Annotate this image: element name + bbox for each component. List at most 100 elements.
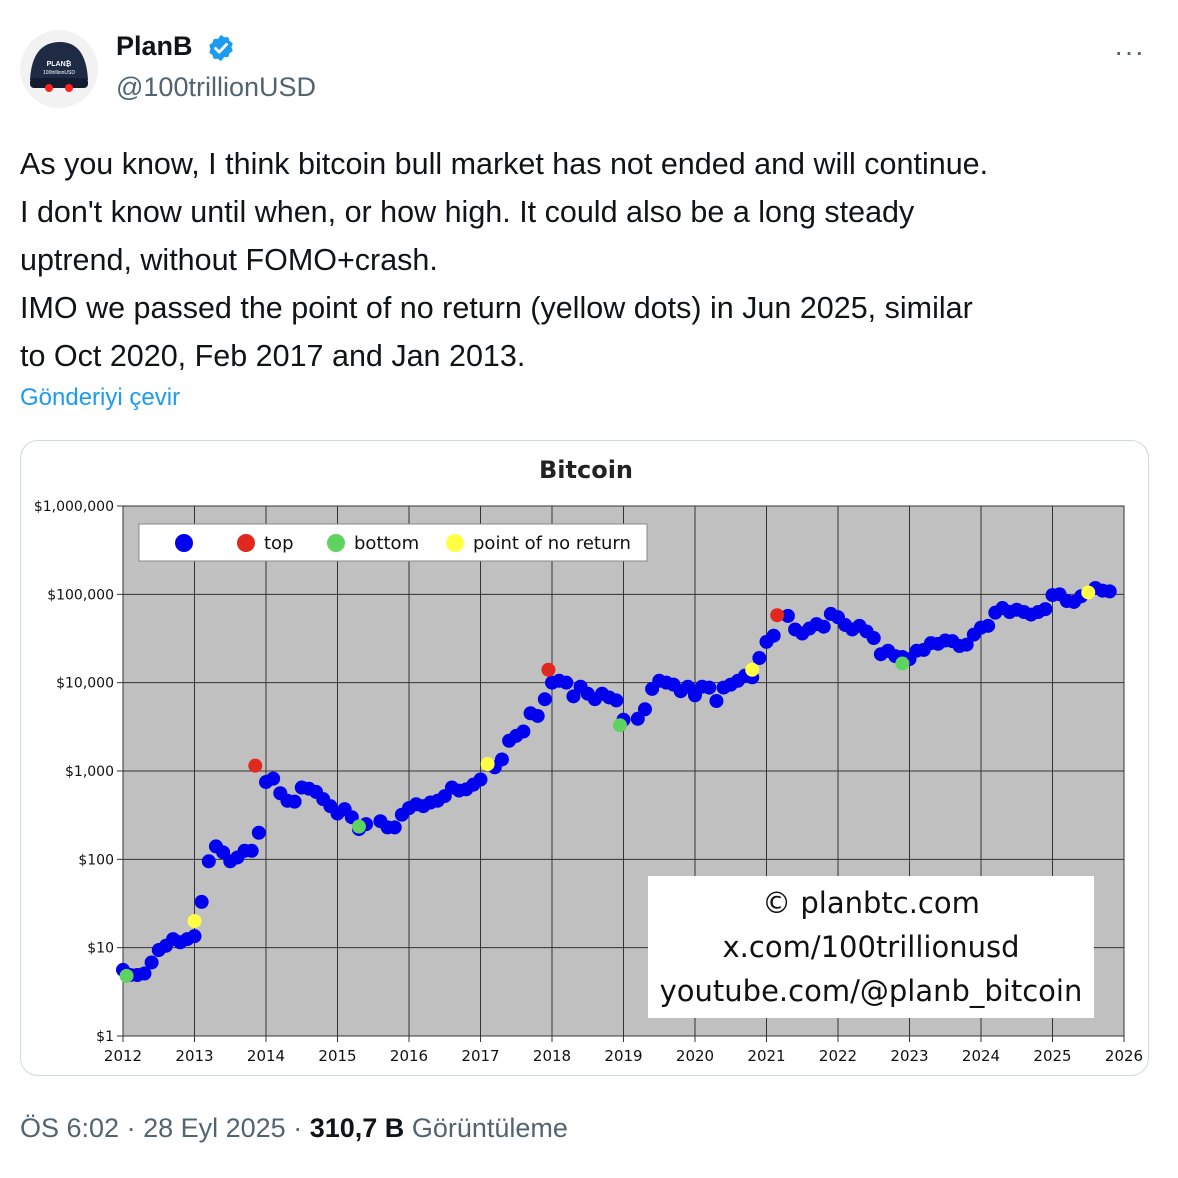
x-tick-label: 2021 [747,1047,785,1065]
data-point [137,966,152,981]
x-tick-label: 2016 [390,1047,428,1065]
author-name[interactable]: PlanB [116,31,193,61]
watermark-box [648,876,1094,1018]
tweet-time[interactable]: ÖS 6:02 [20,1113,120,1143]
top-point [248,758,263,773]
more-options-icon[interactable]: ··· [1114,36,1145,67]
tweet-line: IMO we passed the point of no return (ye… [20,291,973,325]
data-point [981,618,996,633]
chart-title: Bitcoin [539,456,633,484]
separator: · [293,1113,303,1143]
x-tick-label: 2018 [533,1047,571,1065]
data-point [516,724,531,739]
data-point [187,929,202,944]
tweet-date[interactable]: 28 Eyl 2025 [143,1113,286,1143]
data-point [144,955,159,970]
x-tick-label: 2019 [604,1047,642,1065]
point-of-no-return-point [480,757,495,772]
x-tick-label: 2012 [104,1047,142,1065]
watermark-line: youtube.com/@planb_bitcoin [660,974,1083,1008]
translate-link[interactable]: Gönderiyi çevir [20,384,181,411]
x-tick-label: 2020 [676,1047,714,1065]
data-point [630,711,645,726]
top-point [770,608,785,623]
tweet-line: As you know, I think bitcoin bull market… [20,147,989,181]
verified-badge-icon [209,34,233,62]
data-point [244,843,259,858]
data-point [959,637,974,652]
data-point [609,693,624,708]
legend-top-marker [237,534,255,552]
plot-border [122,505,1125,1037]
watermark-line: x.com/100trillionusd [723,930,1020,964]
x-tick-label: 2023 [890,1047,928,1065]
tweet-line: I don't know until when, or how high. It… [20,195,915,229]
data-point [473,772,488,787]
avatar[interactable]: PLAN₿ 100trillionUSD [20,30,98,108]
point-of-no-return-point [1081,585,1096,600]
x-tick-label: 2022 [819,1047,857,1065]
avatar-cap-image: PLAN₿ 100trillionUSD [20,30,98,108]
data-point [537,692,552,707]
author-handle[interactable]: @100trillionUSD [116,72,316,102]
data-point [816,619,831,634]
data-point [566,689,581,704]
legend-bottom-marker [327,534,345,552]
legend-bottom-label: bottom [354,533,419,554]
data-point [702,680,717,695]
x-tick-label: 2017 [461,1047,499,1065]
y-tick-label: $100,000 [47,587,114,603]
legend-point-of-no-return-marker [446,534,464,552]
point-of-no-return-point [187,914,202,929]
data-point [1038,602,1053,617]
data-point [709,694,724,709]
data-point [266,771,281,786]
tweet-line: uptrend, without FOMO+crash. [20,243,438,277]
y-tick-label: $10 [87,941,114,957]
bitcoin-chart: Bitcoin $1 $10 $100 $1,000 $10,000 $100,000 $1,… [34,456,1143,1065]
data-point [287,794,302,809]
data-point [780,608,795,623]
data-point [530,708,545,723]
data-point [1102,584,1117,599]
x-tick-label: 2025 [1033,1047,1071,1065]
data-point [637,702,652,717]
x-tick-label: 2026 [1105,1047,1143,1065]
data-point [766,628,781,643]
top-point [541,662,556,677]
legend-box [138,523,648,562]
data-point [752,651,767,666]
data-point [866,631,881,646]
bottom-point [351,819,366,834]
y-tick-label: $1,000,000 [34,499,114,515]
bottom-point [895,656,910,671]
data-point [251,825,266,840]
bottom-point [612,718,627,733]
legend-point-of-no-return-label: point of no return [473,533,631,554]
legend-top-label: top [264,533,294,554]
y-tick-label: $1,000 [65,764,114,780]
legend-blue-marker [175,534,193,552]
y-tick-label: $100 [78,852,114,868]
x-tick-label: 2014 [247,1047,285,1065]
chart-image-card[interactable]: Bitcoin $1 $10 $100 $1,000 $10,000 $100,000 $1,… [20,440,1149,1076]
data-point [194,894,209,909]
point-of-no-return-point [745,662,760,677]
x-tick-label: 2024 [962,1047,1000,1065]
data-point [387,820,402,835]
watermark-line: © planbtc.com [762,886,980,920]
avatar-text-1: PLAN₿ [47,60,72,68]
avatar-text-2: 100trillionUSD [43,70,75,76]
tweet-meta: ÖS 6:02 · 28 Eyl 2025 · 310,7 B Görüntül… [20,1113,568,1144]
data-point [559,675,574,690]
y-tick-label: $10,000 [56,676,114,692]
data-point [201,854,216,869]
tweet-text: As you know, I think bitcoin bull market… [20,140,1160,380]
separator: · [126,1113,136,1143]
y-tick-label: $1 [96,1029,114,1045]
views-label: Görüntüleme [411,1113,568,1143]
tweet-line: to Oct 2020, Feb 2017 and Jan 2013. [20,339,526,373]
views-count: 310,7 B [309,1113,405,1143]
bottom-point [119,968,134,983]
x-tick-label: 2015 [318,1047,356,1065]
